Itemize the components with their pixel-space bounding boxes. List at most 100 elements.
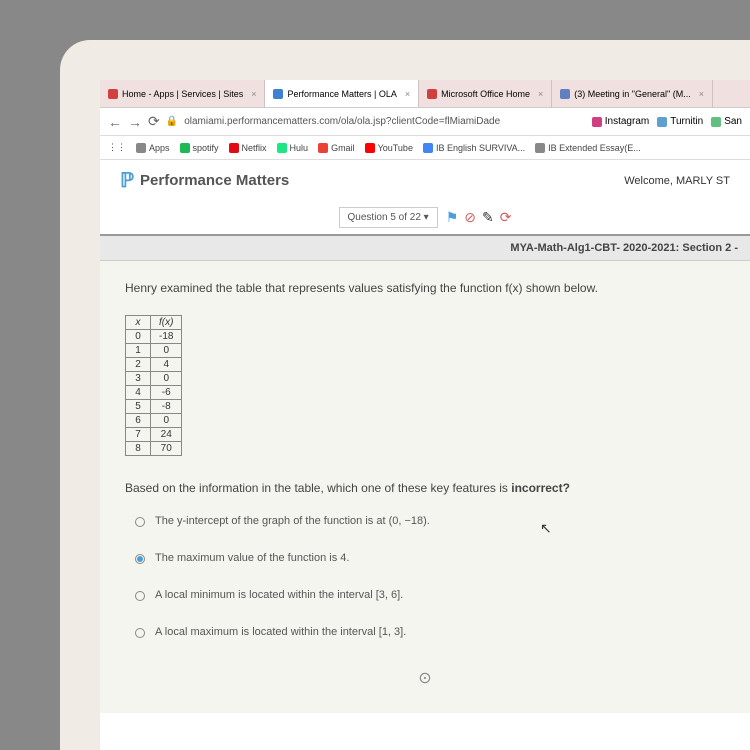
bookmark-label: IB English SURVIVA...: [436, 143, 525, 153]
question-emphasis: incorrect?: [511, 481, 570, 495]
forward-button[interactable]: →: [128, 114, 142, 130]
browser-tab-bar: Home - Apps | Services | Sites×Performan…: [100, 80, 750, 108]
table-row: 24: [126, 358, 182, 372]
table-cell: 0: [151, 414, 182, 428]
bookmark-favicon: [136, 143, 146, 153]
option-text: The maximum value of the function is 4.: [155, 552, 349, 564]
apps-grid-icon[interactable]: ⋮⋮: [108, 142, 126, 153]
browser-tab[interactable]: Microsoft Office Home ×: [419, 80, 552, 107]
table-cell: 24: [151, 428, 182, 442]
close-icon[interactable]: ×: [251, 89, 256, 99]
bookmark-favicon: [535, 143, 545, 153]
bookmark-item[interactable]: YouTube: [365, 143, 413, 153]
logo-icon: ℙ: [120, 168, 134, 193]
table-cell: 4: [126, 386, 151, 400]
addr-shortcut[interactable]: Turnitin: [657, 116, 703, 127]
table-cell: 8: [126, 442, 151, 456]
pencil-icon[interactable]: ✎: [482, 209, 494, 226]
table-row: 724: [126, 428, 182, 442]
shortcut-icon: [657, 117, 667, 127]
shortcut-label: Turnitin: [670, 116, 703, 127]
reset-icon[interactable]: ⟳: [500, 209, 512, 226]
table-cell: 2: [126, 358, 151, 372]
bookmark-label: Apps: [149, 143, 170, 153]
bookmark-item[interactable]: Gmail: [318, 143, 355, 153]
radio-button[interactable]: [135, 628, 145, 638]
radio-button[interactable]: [135, 591, 145, 601]
app-title: ℙ Performance Matters: [120, 168, 289, 193]
lock-icon: 🔒: [166, 116, 178, 127]
table-row: 870: [126, 442, 182, 456]
bookmark-label: Netflix: [242, 143, 267, 153]
bookmark-label: Gmail: [331, 143, 355, 153]
bookmark-favicon: [318, 143, 328, 153]
browser-tab[interactable]: Performance Matters | OLA ×: [265, 80, 419, 107]
bookmark-item[interactable]: spotify: [180, 143, 219, 153]
browser-tab[interactable]: Home - Apps | Services | Sites×: [100, 80, 265, 107]
bookmark-item[interactable]: Apps: [136, 143, 170, 153]
close-icon[interactable]: ×: [699, 89, 704, 99]
close-icon[interactable]: ×: [538, 89, 543, 99]
table-row: 4-6: [126, 386, 182, 400]
table-cell: 70: [151, 442, 182, 456]
table-cell: 3: [126, 372, 151, 386]
question-lead: Based on the information in the table, w…: [125, 481, 511, 495]
cursor-icon: ↖: [540, 520, 552, 537]
question-prompt: Henry examined the table that represents…: [125, 281, 725, 295]
tab-favicon: [560, 89, 570, 99]
tab-favicon: [427, 89, 437, 99]
table-cell: -18: [151, 330, 182, 344]
cancel-icon[interactable]: ⊘: [464, 209, 476, 226]
app-title-text: Performance Matters: [140, 172, 289, 189]
answer-option[interactable]: A local maximum is located within the in…: [135, 626, 725, 638]
table-cell: 0: [126, 330, 151, 344]
bookmark-label: spotify: [193, 143, 219, 153]
bookmark-item[interactable]: Netflix: [229, 143, 267, 153]
option-text: The y-intercept of the graph of the func…: [155, 515, 430, 527]
table-header: f(x): [151, 316, 182, 330]
table-cell: 1: [126, 344, 151, 358]
function-table: xf(x) 0-181024304-65-860724870: [125, 315, 182, 456]
answer-option[interactable]: A local minimum is located within the in…: [135, 589, 725, 601]
answer-option[interactable]: The maximum value of the function is 4.: [135, 552, 725, 564]
browser-tab[interactable]: (3) Meeting in "General" (M...×: [552, 80, 713, 107]
close-icon[interactable]: ×: [405, 89, 410, 99]
bookmark-favicon: [229, 143, 239, 153]
browser-screen: Home - Apps | Services | Sites×Performan…: [100, 80, 750, 750]
bookmark-favicon: [365, 143, 375, 153]
question-toolbar: Question 5 of 22 ▾ ⚑ ⊘ ✎ ⟳: [100, 201, 750, 234]
radio-button[interactable]: [135, 517, 145, 527]
section-title-bar: MYA-Math-Alg1-CBT- 2020-2021: Section 2 …: [100, 234, 750, 261]
shortcut-label: San: [724, 116, 742, 127]
shortcut-icon: [592, 117, 602, 127]
down-nav[interactable]: ⊙: [125, 663, 725, 693]
bookmark-label: YouTube: [378, 143, 413, 153]
table-cell: 0: [151, 344, 182, 358]
bookmark-favicon: [277, 143, 287, 153]
addr-shortcut[interactable]: Instagram: [592, 116, 649, 127]
reload-button[interactable]: ⟳: [148, 113, 160, 130]
bookmark-label: Hulu: [290, 143, 309, 153]
shortcut-icon: [711, 117, 721, 127]
tab-label: Performance Matters | OLA: [287, 89, 396, 99]
question-text: Based on the information in the table, w…: [125, 481, 725, 495]
bookmark-item[interactable]: Hulu: [277, 143, 309, 153]
answer-option[interactable]: The y-intercept of the graph of the func…: [135, 515, 725, 527]
bookmark-item[interactable]: IB Extended Essay(E...: [535, 143, 641, 153]
tab-label: Microsoft Office Home: [441, 89, 530, 99]
question-content: Henry examined the table that represents…: [100, 261, 750, 713]
back-button[interactable]: ←: [108, 114, 122, 130]
radio-button[interactable]: [135, 554, 145, 564]
table-row: 30: [126, 372, 182, 386]
table-cell: 7: [126, 428, 151, 442]
table-cell: -8: [151, 400, 182, 414]
url-text[interactable]: olamiami.performancematters.com/ola/ola.…: [184, 116, 586, 127]
table-row: 60: [126, 414, 182, 428]
welcome-text: Welcome, MARLY ST: [624, 175, 730, 187]
addr-shortcut[interactable]: San: [711, 116, 742, 127]
bookmark-item[interactable]: IB English SURVIVA...: [423, 143, 525, 153]
flag-icon[interactable]: ⚑: [446, 209, 459, 226]
table-cell: 0: [151, 372, 182, 386]
question-selector[interactable]: Question 5 of 22 ▾: [339, 207, 438, 228]
table-row: 10: [126, 344, 182, 358]
